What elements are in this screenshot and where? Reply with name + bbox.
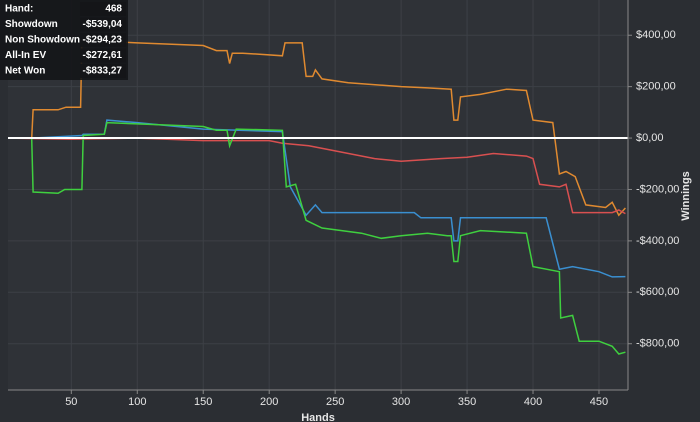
- info-label: Non Showdown: [5, 35, 80, 46]
- y-axis-label: Winnings: [680, 171, 692, 220]
- x-tick-label: 450: [590, 396, 608, 408]
- y-tick-label: $200,00: [636, 81, 676, 93]
- info-label: All-In EV: [5, 50, 46, 61]
- info-value: -$539,04: [83, 19, 123, 30]
- grid: [8, 0, 628, 390]
- info-value-bg: [80, 33, 126, 47]
- series-line: [9, 137, 626, 215]
- y-tick-label: $0,00: [636, 132, 664, 144]
- info-value: 468: [105, 4, 122, 15]
- y-tick-label: -$400,00: [636, 235, 679, 247]
- info-value: -$833,27: [83, 66, 123, 77]
- info-value-bg: [80, 17, 126, 32]
- x-tick-label: 350: [458, 396, 476, 408]
- x-tick-label: 150: [194, 396, 212, 408]
- x-tick-label: 100: [128, 396, 146, 408]
- x-tick-label: 50: [65, 396, 77, 408]
- info-label: Showdown: [5, 19, 58, 30]
- info-value-bg: [80, 64, 126, 78]
- info-label: Hand:: [5, 4, 33, 15]
- y-tick-label: -$200,00: [636, 183, 679, 195]
- info-value-bg: [80, 2, 126, 16]
- info-value-bg: [80, 48, 126, 63]
- x-tick-label: 400: [524, 396, 542, 408]
- info-value: -$272,61: [83, 50, 123, 61]
- y-tick-label: $400,00: [636, 29, 676, 41]
- x-axis-label: Hands: [301, 412, 335, 422]
- info-value: -$294,23: [83, 35, 123, 46]
- series-line: [9, 121, 626, 355]
- x-tick-label: 250: [326, 396, 344, 408]
- lines: [8, 39, 628, 355]
- x-tick-label: 300: [392, 396, 410, 408]
- y-tick-label: -$600,00: [636, 286, 679, 298]
- y-tick-label: -$800,00: [636, 338, 679, 350]
- x-tick-label: 200: [260, 396, 278, 408]
- info-label: Net Won: [5, 66, 45, 77]
- ticks: $400,00 $200,00 $0,00 -$200,00 -$400,00 -$600…: [65, 29, 679, 408]
